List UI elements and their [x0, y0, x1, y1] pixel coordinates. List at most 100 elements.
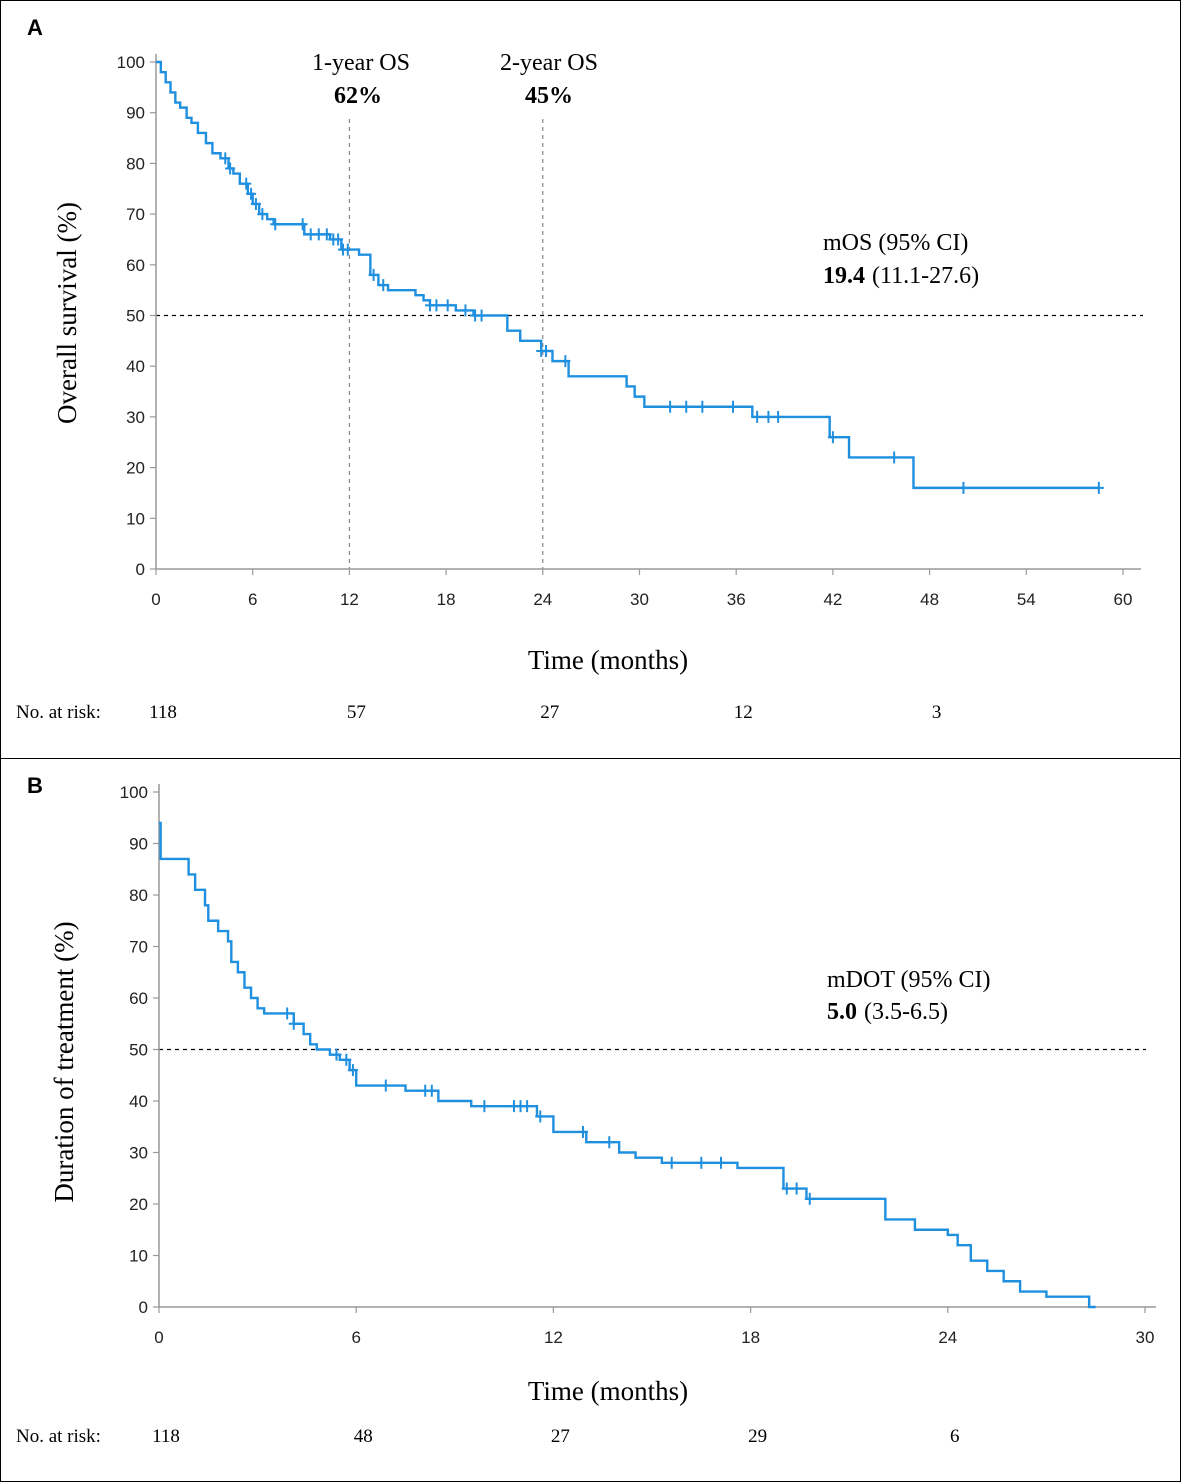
censor-mark	[342, 243, 353, 256]
x-tick-label: 30	[630, 590, 649, 609]
mos-median: 19.4	[823, 263, 865, 289]
censor-mark	[889, 451, 900, 464]
y-tick-label: 60	[129, 989, 148, 1008]
y-tick-label: 50	[129, 1041, 148, 1060]
x-tick-label: 12	[544, 1328, 563, 1347]
chart-a-svg: A 0 10 20 30 40 50 60 70 80 90 100 0 6 12 18 24 30 36 42 4…	[16, 15, 1143, 723]
chart-a-reference-lines	[156, 119, 1143, 569]
censor-mark	[321, 228, 332, 241]
y-tick-label: 20	[126, 459, 145, 478]
y-tick-label: 80	[126, 154, 145, 173]
censor-mark	[716, 1156, 727, 1169]
censor-mark	[681, 400, 692, 413]
chart-a-censor-marks	[220, 152, 1104, 494]
x-tick-label: 54	[1017, 590, 1036, 609]
censor-mark	[333, 233, 344, 246]
one-year-os-label: 1-year OS	[312, 50, 410, 76]
chart-b-y-ticks: 0 10 20 30 40 50 60 70 80 90 100	[120, 783, 159, 1317]
x-tick-label: 18	[437, 590, 456, 609]
y-tick-label: 40	[129, 1092, 148, 1111]
censor-mark	[696, 1156, 707, 1169]
chart-b-y-axis-title: Duration of treatment (%)	[49, 921, 79, 1202]
chart-a-risk-label: No. at risk:	[16, 702, 101, 723]
two-year-os-label: 2-year OS	[500, 50, 598, 76]
y-tick-label: 60	[126, 256, 145, 275]
chart-a-y-ticks: 0 10 20 30 40 50 60 70 80 90 100	[117, 53, 156, 579]
censor-mark	[577, 1125, 588, 1138]
risk-count: 27	[540, 702, 559, 723]
y-tick-label: 70	[126, 205, 145, 224]
y-tick-label: 0	[139, 1298, 148, 1317]
mdot-value-line: 5.0 (3.5-6.5)	[827, 999, 948, 1025]
risk-count: 6	[950, 1426, 960, 1447]
x-tick-label: 6	[248, 590, 257, 609]
risk-count: 48	[354, 1426, 373, 1447]
mos-label: mOS (95% CI)	[823, 230, 968, 256]
risk-count: 118	[152, 1426, 180, 1447]
censor-mark	[282, 1007, 293, 1020]
mdot-ci: (3.5-6.5)	[864, 999, 948, 1025]
survival-step-line	[159, 821, 1096, 1309]
y-tick-label: 10	[129, 1247, 148, 1266]
y-tick-label: 100	[117, 53, 145, 72]
mos-value-line: 19.4 (11.1-27.6)	[823, 263, 979, 289]
censor-mark	[827, 431, 838, 444]
mos-ci: (11.1-27.6)	[872, 263, 979, 289]
chart-b-censor-marks	[282, 1007, 815, 1205]
y-tick-label: 20	[129, 1195, 148, 1214]
censor-mark	[697, 400, 708, 413]
y-tick-label: 30	[129, 1144, 148, 1163]
x-tick-label: 0	[154, 1328, 163, 1347]
y-tick-label: 90	[129, 835, 148, 854]
censor-mark	[479, 1100, 490, 1113]
censor-mark	[257, 208, 268, 221]
panel-label-b: B	[27, 773, 43, 798]
censor-mark	[791, 1182, 802, 1195]
y-tick-label: 10	[126, 509, 145, 528]
censor-mark	[773, 410, 784, 423]
chart-b-risk-label: No. at risk:	[16, 1426, 101, 1447]
censor-mark	[380, 1079, 391, 1092]
x-tick-label: 24	[533, 590, 552, 609]
censor-mark	[763, 410, 774, 423]
censor-mark	[1093, 481, 1104, 494]
x-tick-label: 30	[1136, 1328, 1155, 1347]
y-tick-label: 30	[126, 408, 145, 427]
chart-b-x-ticks: 0 6 12 18 24 30	[154, 1307, 1154, 1347]
risk-count: 27	[551, 1426, 570, 1447]
censor-mark	[378, 279, 389, 292]
censor-mark	[752, 410, 763, 423]
y-tick-label: 80	[129, 886, 148, 905]
y-tick-label: 50	[126, 307, 145, 326]
mdot-median: 5.0	[827, 999, 857, 1025]
censor-mark	[781, 1182, 792, 1195]
censor-mark	[341, 1053, 352, 1066]
panel-b: B 0 10 20 30 40 50 60 70 80 90 100 0 6 12 18 24 30 Time…	[0, 758, 1181, 1482]
censor-mark	[804, 1192, 815, 1205]
x-tick-label: 42	[823, 590, 842, 609]
y-tick-label: 40	[126, 357, 145, 376]
chart-b-svg: B 0 10 20 30 40 50 60 70 80 90 100 0 6 12 18 24 30 Time…	[16, 773, 1156, 1447]
risk-count: 57	[347, 702, 366, 723]
censor-mark	[665, 400, 676, 413]
chart-b-curve	[159, 821, 1096, 1309]
x-tick-label: 36	[727, 590, 746, 609]
x-tick-label: 12	[340, 590, 359, 609]
censor-mark	[535, 1110, 546, 1123]
x-tick-label: 48	[920, 590, 939, 609]
censor-mark	[442, 299, 453, 312]
censor-mark	[220, 152, 231, 165]
mdot-label: mDOT (95% CI)	[827, 967, 991, 993]
chart-a-axes	[155, 54, 1141, 570]
chart-a-risk-counts: 118 57 27 12 3	[149, 702, 941, 723]
censor-mark	[426, 1084, 437, 1097]
x-tick-label: 0	[151, 590, 160, 609]
x-tick-label: 60	[1114, 590, 1133, 609]
censor-mark	[368, 268, 379, 281]
censor-mark	[666, 1156, 677, 1169]
censor-mark	[431, 299, 442, 312]
risk-count: 3	[932, 702, 942, 723]
censor-mark	[476, 309, 487, 322]
chart-b-x-axis-title: Time (months)	[528, 1376, 688, 1406]
chart-a-x-ticks: 0 6 12 18 24 30 36 42 48 54 60	[151, 569, 1132, 609]
